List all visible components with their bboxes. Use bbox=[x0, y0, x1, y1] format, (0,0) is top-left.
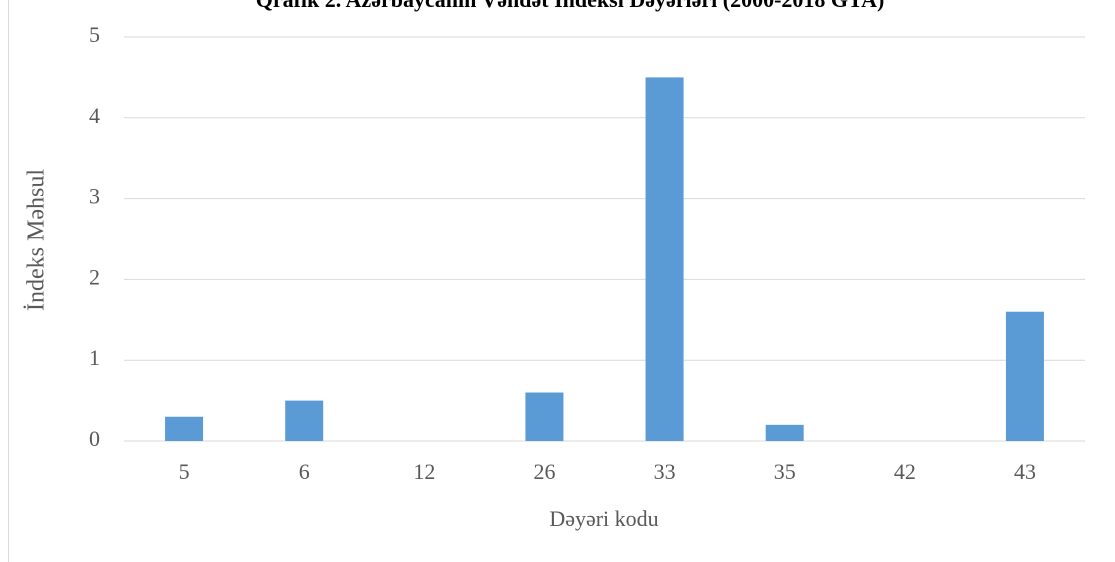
y-tick-label: 2 bbox=[89, 264, 100, 289]
y-tick-label: 1 bbox=[89, 345, 100, 370]
bar bbox=[165, 416, 204, 441]
x-tick-label: 42 bbox=[894, 459, 916, 484]
y-tick-label: 3 bbox=[89, 184, 100, 209]
x-tick-label: 43 bbox=[1014, 459, 1036, 484]
chart-title: Qrafik 2. Azərbaycanın Vəhdət İndeksi Də… bbox=[256, 0, 885, 12]
x-axis-label: Dəyəri kodu bbox=[549, 506, 658, 531]
bar bbox=[1005, 311, 1044, 441]
bar bbox=[525, 392, 564, 441]
x-tick-label: 5 bbox=[179, 459, 190, 484]
x-tick-label: 6 bbox=[299, 459, 310, 484]
bar bbox=[285, 400, 324, 441]
y-axis-label: İndeks Məhsul bbox=[24, 169, 50, 311]
x-tick-label: 12 bbox=[413, 459, 435, 484]
x-tick-label: 35 bbox=[774, 459, 796, 484]
y-tick-label: 4 bbox=[89, 103, 100, 128]
x-tick-label: 33 bbox=[654, 459, 676, 484]
bar bbox=[765, 424, 804, 441]
y-tick-label: 5 bbox=[89, 22, 100, 47]
x-tick-label: 26 bbox=[533, 459, 555, 484]
y-tick-label: 0 bbox=[89, 426, 100, 451]
bar bbox=[645, 77, 684, 442]
